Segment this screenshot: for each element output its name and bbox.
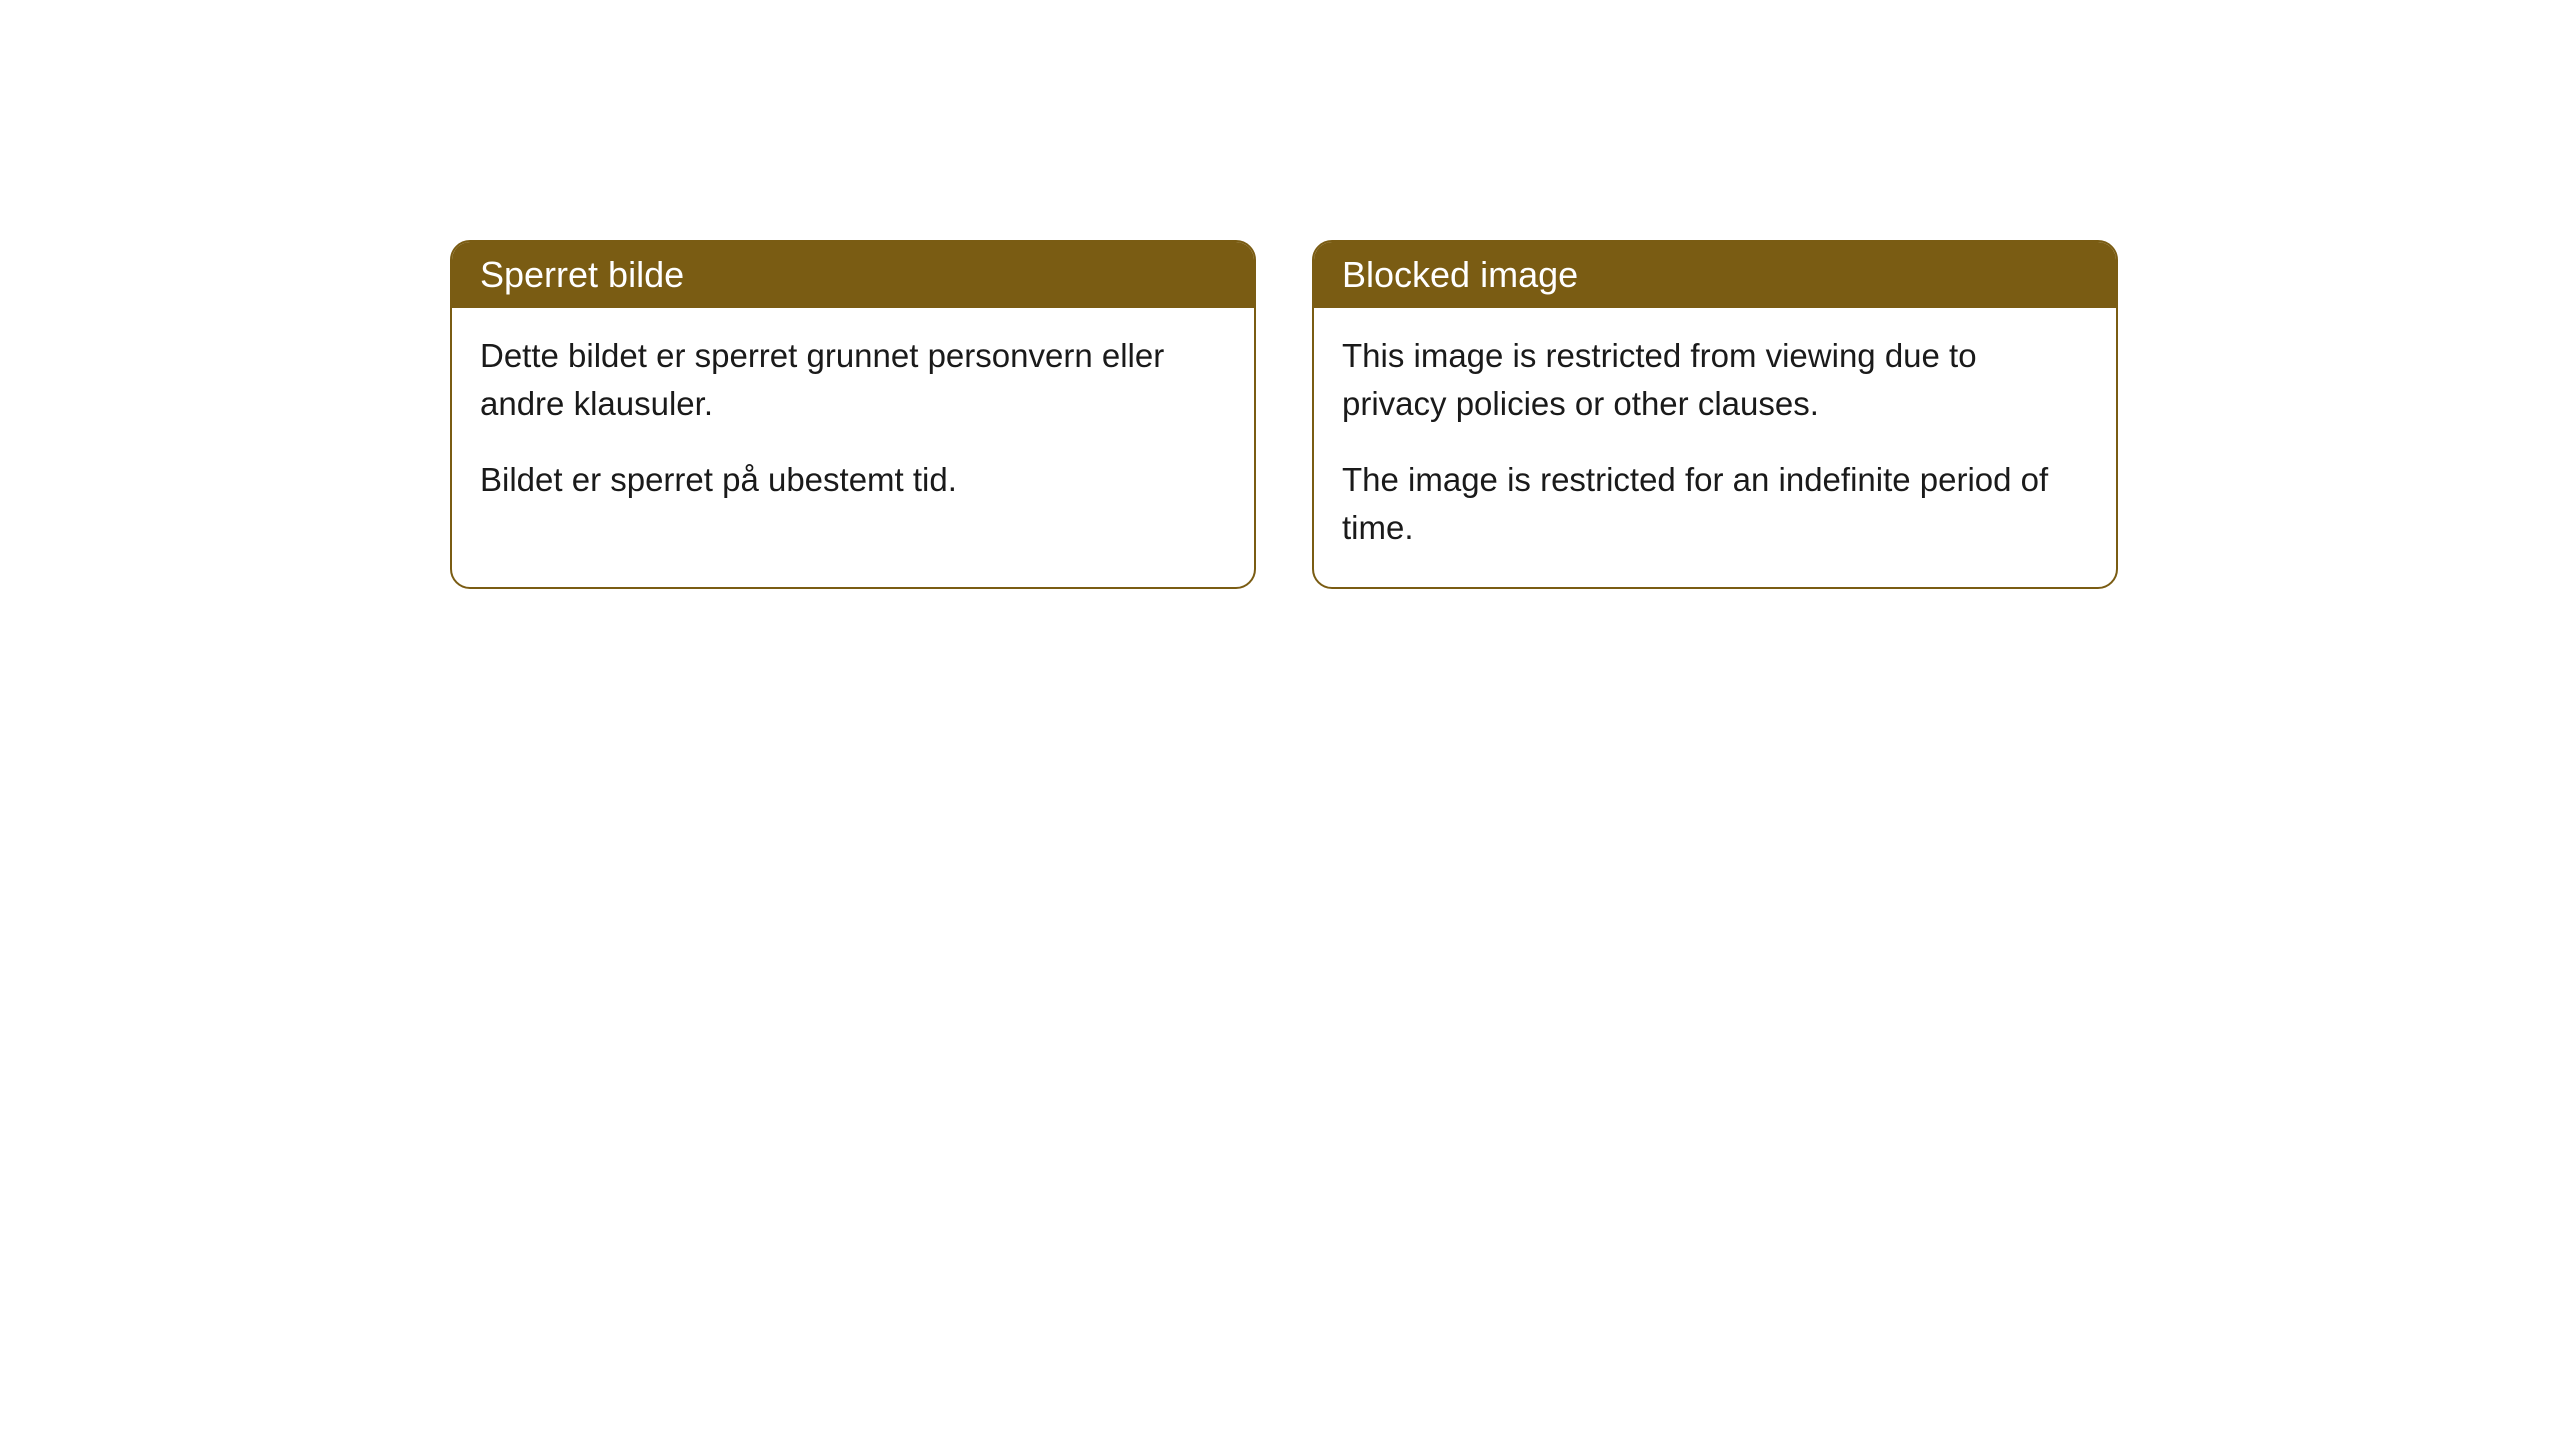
notice-card-norwegian: Sperret bilde Dette bildet er sperret gr…	[450, 240, 1256, 589]
notice-paragraph-1: This image is restricted from viewing du…	[1342, 332, 2088, 428]
notice-title: Blocked image	[1342, 254, 1578, 295]
notice-header: Sperret bilde	[452, 242, 1254, 308]
notice-paragraph-2: The image is restricted for an indefinit…	[1342, 456, 2088, 552]
notice-title: Sperret bilde	[480, 254, 684, 295]
notice-body: This image is restricted from viewing du…	[1314, 308, 2116, 587]
notice-body: Dette bildet er sperret grunnet personve…	[452, 308, 1254, 540]
notice-paragraph-2: Bildet er sperret på ubestemt tid.	[480, 456, 1226, 504]
notice-card-english: Blocked image This image is restricted f…	[1312, 240, 2118, 589]
notice-paragraph-1: Dette bildet er sperret grunnet personve…	[480, 332, 1226, 428]
notice-header: Blocked image	[1314, 242, 2116, 308]
notice-cards-container: Sperret bilde Dette bildet er sperret gr…	[450, 240, 2118, 589]
